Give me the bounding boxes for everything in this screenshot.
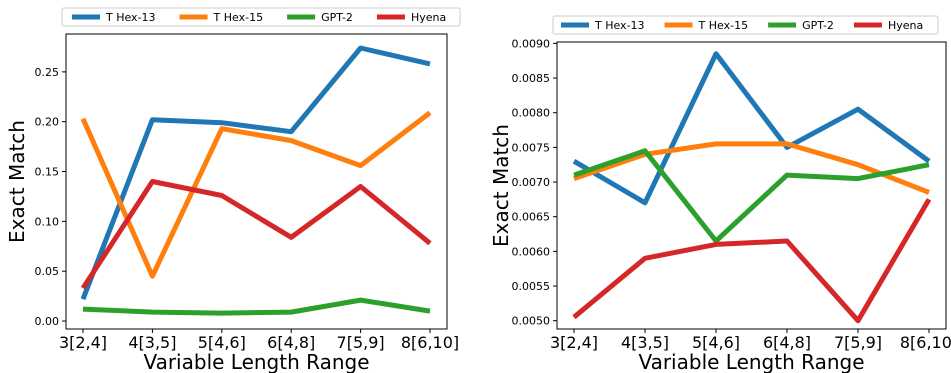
x-tick-label: 8[6,10] <box>900 333 951 352</box>
x-tick-label: 3[2,4] <box>59 333 107 352</box>
series-line-gpt-2 <box>82 297 431 316</box>
chart-left: 0.00 0.05 0.10 0.15 0.20 0.25 3[2,4] 4[3,5] 5[4,… <box>5 7 461 373</box>
y-tick-label: 0.10 <box>35 215 60 228</box>
plot-frame <box>556 41 947 330</box>
series-line-hyena <box>80 179 432 290</box>
x-axis-label: Variable Length Range <box>143 350 369 373</box>
x-tick-label: 6[4,8] <box>763 333 811 352</box>
legend-label-hyena: Hyena <box>411 11 446 24</box>
legend-box <box>552 15 939 35</box>
series-line-hyena <box>572 198 932 324</box>
series-line-t-hex-13 <box>572 51 931 206</box>
legend-label-gpt-2: GPT-2 <box>802 19 834 32</box>
x-tick-label: 7[5,9] <box>834 333 882 352</box>
x-tick-label: 4[3,5] <box>621 333 669 352</box>
series-line-gpt-2 <box>573 148 930 244</box>
y-tick-label: 0.20 <box>35 116 60 129</box>
y-tick-label: 0.0060 <box>512 245 551 258</box>
legend-label-t-hex-15: T Hex-15 <box>213 11 264 24</box>
y-tick-label: 0.0080 <box>512 107 551 120</box>
x-axis-label: Variable Length Range <box>638 350 864 373</box>
x-tick-label: 8[6,10] <box>401 333 459 352</box>
legend-label-gpt-2: GPT-2 <box>321 11 353 24</box>
chart-right: 0.0050 0.0055 0.0060 0.0065 0.0070 0.0075 0.00… <box>489 15 951 373</box>
legend-box <box>61 7 461 27</box>
y-tick-label: 0.0055 <box>512 280 551 293</box>
x-tick-label: 7[5,9] <box>337 333 385 352</box>
y-tick-label: 0.0070 <box>512 176 551 189</box>
series-line-t-hex-13 <box>80 45 431 301</box>
x-tick-label: 3[2,4] <box>550 333 598 352</box>
y-axis-label: Exact Match <box>489 124 513 247</box>
legend-label-t-hex-13: T Hex-13 <box>594 19 645 32</box>
y-tick-label: 0.0090 <box>512 37 551 50</box>
x-tick-label: 5[4,6] <box>692 333 740 352</box>
legend-label-hyena: Hyena <box>888 19 923 32</box>
x-tick-label: 5[4,6] <box>198 333 246 352</box>
y-tick-label: 0.0075 <box>512 141 551 154</box>
x-tick-label: 4[3,5] <box>128 333 176 352</box>
y-tick-label: 0.15 <box>35 166 60 179</box>
y-tick-label: 0.00 <box>35 315 60 328</box>
legend-label-t-hex-15: T Hex-15 <box>698 19 749 32</box>
x-tick-label: 6[4,8] <box>267 333 315 352</box>
y-tick-label: 0.0085 <box>512 72 551 85</box>
plot-frame <box>65 33 448 330</box>
y-tick-label: 0.0050 <box>512 315 551 328</box>
series-line-t-hex-15 <box>80 110 432 279</box>
y-tick-label: 0.0065 <box>512 211 551 224</box>
y-tick-label: 0.25 <box>35 66 60 79</box>
y-axis-label: Exact Match <box>5 120 29 243</box>
series-line-t-hex-15 <box>573 141 930 195</box>
y-tick-label: 0.05 <box>35 265 60 278</box>
legend-label-t-hex-13: T Hex-13 <box>105 11 156 24</box>
